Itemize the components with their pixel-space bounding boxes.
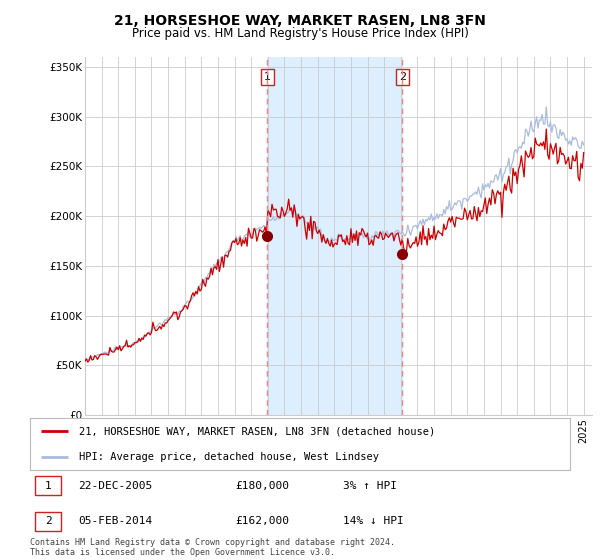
Text: 1: 1 (264, 72, 271, 82)
FancyBboxPatch shape (35, 512, 61, 530)
Text: 21, HORSESHOE WAY, MARKET RASEN, LN8 3FN: 21, HORSESHOE WAY, MARKET RASEN, LN8 3FN (114, 14, 486, 28)
Text: 3% ↑ HPI: 3% ↑ HPI (343, 481, 397, 491)
Text: 21, HORSESHOE WAY, MARKET RASEN, LN8 3FN (detached house): 21, HORSESHOE WAY, MARKET RASEN, LN8 3FN… (79, 426, 435, 436)
Text: £180,000: £180,000 (235, 481, 289, 491)
Text: £162,000: £162,000 (235, 516, 289, 526)
Text: HPI: Average price, detached house, West Lindsey: HPI: Average price, detached house, West… (79, 452, 379, 462)
Text: 1: 1 (45, 481, 52, 491)
Text: 14% ↓ HPI: 14% ↓ HPI (343, 516, 404, 526)
Text: 22-DEC-2005: 22-DEC-2005 (79, 481, 153, 491)
Text: 2: 2 (399, 72, 406, 82)
Text: Contains HM Land Registry data © Crown copyright and database right 2024.
This d: Contains HM Land Registry data © Crown c… (30, 538, 395, 557)
Text: Price paid vs. HM Land Registry's House Price Index (HPI): Price paid vs. HM Land Registry's House … (131, 27, 469, 40)
Bar (268, 57, 403, 415)
Text: 05-FEB-2014: 05-FEB-2014 (79, 516, 153, 526)
FancyBboxPatch shape (35, 477, 61, 495)
Text: 2: 2 (45, 516, 52, 526)
